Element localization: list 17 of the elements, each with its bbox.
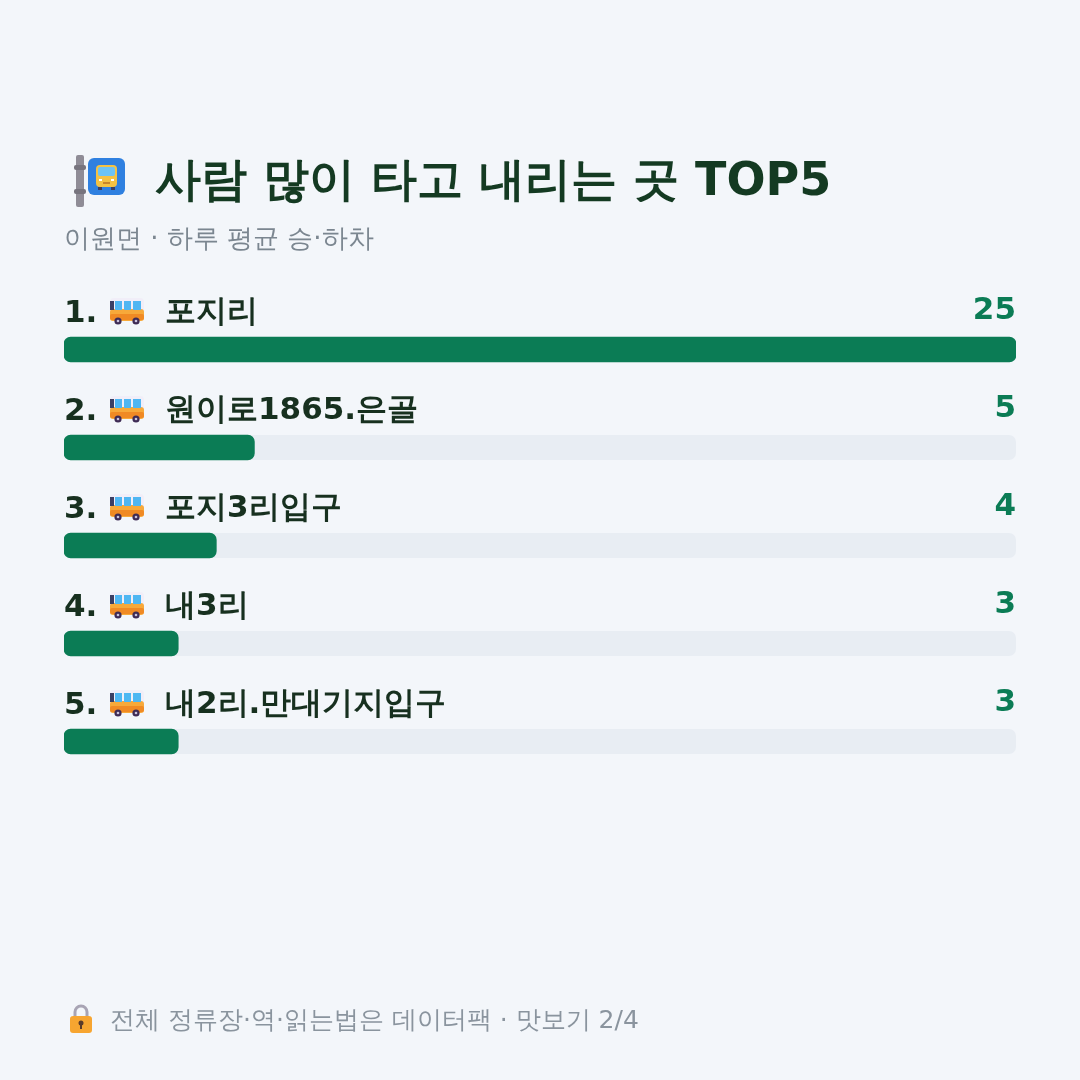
text: 전체 정류장·역·읽는법은 데이터팩 · 맛보기 2/4 — [110, 1004, 639, 1036]
data-label: 3 — [994, 583, 1016, 620]
data-label: 25 — [972, 289, 1016, 326]
category-label: 3. 포지3리입구 — [64, 487, 342, 525]
category-label: 4. 내3리 — [64, 585, 249, 623]
chart-subtitle: 이원면 · 하루 평균 승·하차 — [64, 222, 374, 255]
bar — [64, 630, 179, 657]
category-label: 2. 원이로1865.은골 — [64, 389, 419, 427]
bar — [64, 532, 217, 559]
data-label: 3 — [994, 681, 1016, 718]
chart-title: 사람 많이 타고 내리는 곳 TOP5 — [155, 151, 832, 208]
bar — [64, 434, 255, 461]
bar — [64, 728, 179, 755]
category-label: 1. 포지리 — [64, 291, 258, 329]
data-label: 5 — [994, 387, 1016, 424]
data-label: 4 — [994, 485, 1016, 522]
category-label: 5. 내2리.만대기지입구 — [64, 683, 447, 721]
